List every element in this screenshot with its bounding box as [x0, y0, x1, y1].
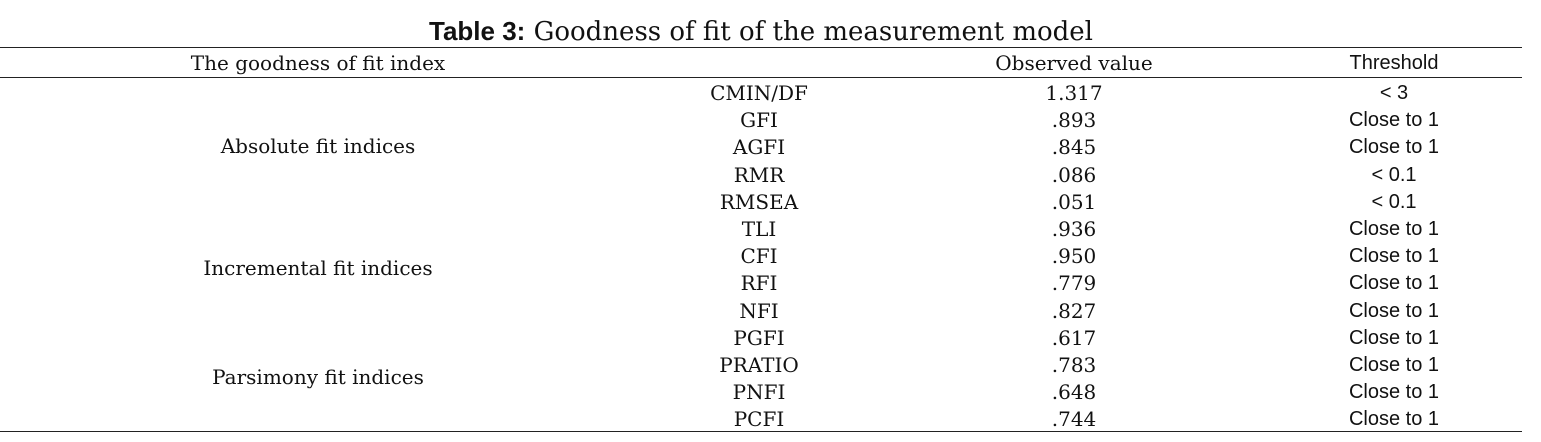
cell-threshold: < 0.1	[1371, 191, 1417, 213]
cell-observed-value: .648	[1051, 380, 1097, 404]
cell-fit-index: RFI	[740, 271, 778, 295]
cell-observed-value: 1.317	[1045, 81, 1103, 105]
table-caption: Table 3: Goodness of fit of the measurem…	[0, 14, 1522, 49]
table-caption-label: Table 3:	[429, 16, 526, 46]
cell-observed-value: .950	[1051, 244, 1097, 268]
cell-threshold: < 3	[1379, 82, 1409, 104]
table-caption-text: Goodness of fit of the measurement model	[533, 17, 1093, 47]
cell-fit-index: RMSEA	[719, 190, 799, 214]
cell-threshold: Close to 1	[1348, 218, 1440, 240]
cell-fit-index: GFI	[740, 108, 778, 132]
cell-fit-index: RMR	[733, 163, 785, 187]
cell-observed-value: .779	[1051, 271, 1097, 295]
cell-observed-value: .744	[1051, 407, 1097, 431]
header-observed-value: Observed value	[995, 51, 1153, 75]
cell-fit-index: CFI	[740, 244, 778, 268]
cell-fit-index: PRATIO	[719, 353, 799, 377]
cell-fit-index: NFI	[739, 299, 779, 323]
cell-observed-value: .827	[1051, 299, 1097, 323]
cell-fit-index: PCFI	[733, 407, 785, 431]
cell-threshold: Close to 1	[1348, 245, 1440, 267]
cell-fit-index: CMIN/DF	[710, 81, 808, 105]
cell-observed-value: .617	[1051, 326, 1097, 350]
cell-threshold: < 0.1	[1371, 164, 1417, 186]
group-label-absolute: Absolute fit indices	[220, 134, 416, 158]
table-bottom-rule	[0, 431, 1522, 432]
table-top-rule	[0, 47, 1522, 48]
cell-observed-value: .845	[1051, 135, 1097, 159]
header-threshold: Threshold	[1349, 52, 1439, 74]
group-label-incremental: Incremental fit indices	[203, 256, 433, 280]
cell-threshold: Close to 1	[1348, 327, 1440, 349]
cell-threshold: Close to 1	[1348, 381, 1440, 403]
cell-threshold: Close to 1	[1348, 109, 1440, 131]
cell-fit-index: PNFI	[732, 380, 786, 404]
cell-threshold: Close to 1	[1348, 136, 1440, 158]
cell-observed-value: .051	[1051, 190, 1097, 214]
header-fit-index: The goodness of fit index	[190, 51, 446, 75]
cell-fit-index: TLI	[741, 217, 777, 241]
cell-threshold: Close to 1	[1348, 354, 1440, 376]
cell-observed-value: .893	[1051, 108, 1097, 132]
cell-fit-index: PGFI	[733, 326, 785, 350]
group-label-parsimony: Parsimony fit indices	[212, 365, 424, 389]
cell-threshold: Close to 1	[1348, 300, 1440, 322]
cell-observed-value: .086	[1051, 163, 1097, 187]
cell-observed-value: .936	[1051, 217, 1097, 241]
table-header-rule	[0, 77, 1522, 78]
cell-threshold: Close to 1	[1348, 408, 1440, 430]
cell-fit-index: AGFI	[732, 135, 786, 159]
cell-threshold: Close to 1	[1348, 272, 1440, 294]
cell-observed-value: .783	[1051, 353, 1097, 377]
